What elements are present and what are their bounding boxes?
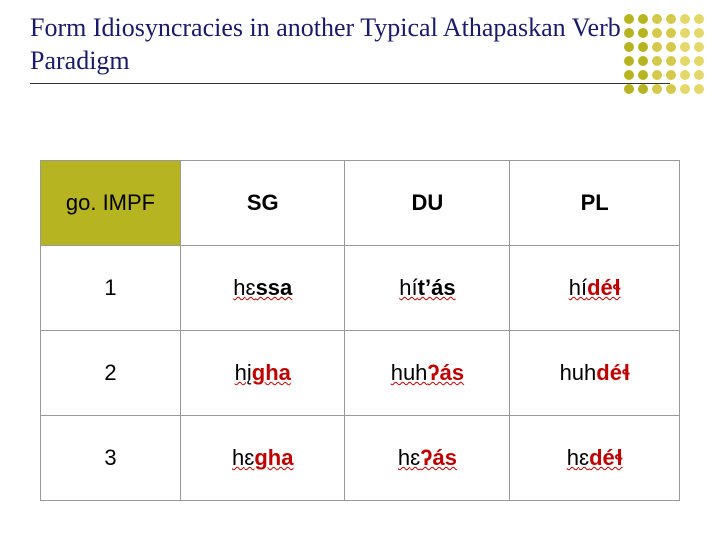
- verb-form: hɛgha: [232, 445, 293, 470]
- cell-2-pl: huhdéɬ: [510, 331, 680, 416]
- row-label: 1: [41, 246, 181, 331]
- verb-form: hɛdéɬ: [567, 445, 623, 470]
- dot-icon: [694, 42, 704, 52]
- header-corner: go. IMPF: [41, 161, 181, 246]
- dot-icon: [624, 42, 634, 52]
- verb-form: hįgha: [235, 360, 291, 385]
- header-du: DU: [345, 161, 510, 246]
- verb-form: huhʔás: [391, 360, 464, 385]
- dot-icon: [624, 84, 634, 94]
- dot-icon: [666, 42, 676, 52]
- dot-icon: [638, 84, 648, 94]
- header-pl: PL: [510, 161, 680, 246]
- dot-icon: [694, 70, 704, 80]
- cell-3-pl: hɛdéɬ: [510, 416, 680, 501]
- dot-icon: [624, 56, 634, 66]
- dot-icon: [638, 28, 648, 38]
- dot-icon: [666, 14, 676, 24]
- dot-icon: [680, 14, 690, 24]
- dot-icon: [680, 84, 690, 94]
- dot-icon: [694, 56, 704, 66]
- table-row: 2 hįgha huhʔás huhdéɬ: [41, 331, 680, 416]
- cell-1-du: hít’ás: [345, 246, 510, 331]
- dot-icon: [624, 14, 634, 24]
- dot-icon: [638, 56, 648, 66]
- paradigm-table: go. IMPF SG DU PL 1 hɛssa hít’ás hídéɬ 2…: [40, 160, 680, 501]
- dot-icon: [666, 28, 676, 38]
- slide-title: Form Idiosyncracies in another Typical A…: [30, 12, 690, 77]
- verb-form: hɛssa: [233, 275, 292, 300]
- dot-icon: [694, 28, 704, 38]
- verb-form: hít’ás: [399, 275, 455, 300]
- cell-3-du: hɛʔás: [345, 416, 510, 501]
- cell-3-sg: hɛgha: [181, 416, 345, 501]
- dot-icon: [666, 84, 676, 94]
- dot-icon: [694, 84, 704, 94]
- dot-column: [624, 14, 634, 94]
- dot-icon: [638, 70, 648, 80]
- dot-column: [652, 14, 662, 94]
- cell-2-du: huhʔás: [345, 331, 510, 416]
- dot-icon: [694, 14, 704, 24]
- verb-form: hídéɬ: [569, 275, 621, 300]
- dot-icon: [624, 70, 634, 80]
- dot-icon: [652, 42, 662, 52]
- table-row: 3 hɛgha hɛʔás hɛdéɬ: [41, 416, 680, 501]
- dot-column: [666, 14, 676, 94]
- verb-form: hɛʔás: [398, 445, 457, 470]
- dot-icon: [638, 42, 648, 52]
- dot-icon: [652, 14, 662, 24]
- dot-column: [694, 14, 704, 94]
- dot-icon: [652, 70, 662, 80]
- dot-icon: [624, 28, 634, 38]
- dot-column: [680, 14, 690, 94]
- header-sg: SG: [181, 161, 345, 246]
- dot-icon: [638, 14, 648, 24]
- cell-2-sg: hįgha: [181, 331, 345, 416]
- dot-icon: [652, 84, 662, 94]
- title-underline: [30, 83, 670, 84]
- dot-icon: [680, 42, 690, 52]
- dot-column: [638, 14, 648, 94]
- paradigm-table-wrap: go. IMPF SG DU PL 1 hɛssa hít’ás hídéɬ 2…: [40, 160, 680, 501]
- dot-icon: [652, 28, 662, 38]
- table-row: 1 hɛssa hít’ás hídéɬ: [41, 246, 680, 331]
- cell-1-pl: hídéɬ: [510, 246, 680, 331]
- decorative-dots: [624, 14, 704, 94]
- dot-icon: [652, 56, 662, 66]
- dot-icon: [666, 56, 676, 66]
- cell-1-sg: hɛssa: [181, 246, 345, 331]
- dot-icon: [680, 28, 690, 38]
- header-row: go. IMPF SG DU PL: [41, 161, 680, 246]
- dot-icon: [680, 70, 690, 80]
- verb-form: huhdéɬ: [560, 360, 630, 385]
- slide-title-block: Form Idiosyncracies in another Typical A…: [30, 12, 690, 84]
- dot-icon: [666, 70, 676, 80]
- row-label: 3: [41, 416, 181, 501]
- row-label: 2: [41, 331, 181, 416]
- dot-icon: [680, 56, 690, 66]
